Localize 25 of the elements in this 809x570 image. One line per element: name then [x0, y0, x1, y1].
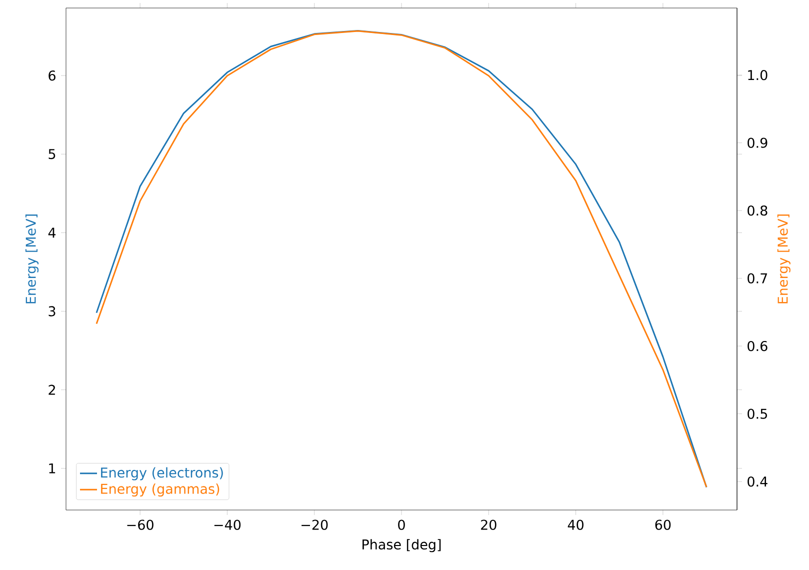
y-tick-label: 3: [48, 306, 56, 316]
y-tick-label: 4: [48, 228, 56, 238]
x-tick-label: −40: [214, 520, 241, 530]
y2-tick-label: 0.9: [748, 138, 768, 148]
legend-label: Energy (gammas): [101, 484, 220, 497]
legend-label: Energy (electrons): [101, 467, 223, 480]
y-tick-label: 1: [49, 463, 56, 474]
y2-tick-label: 0.5: [748, 408, 767, 419]
y-axis-title: Energy [MeV]: [25, 214, 39, 304]
y2-tick-label: 0.8: [748, 205, 768, 216]
y2-tick-label: 0.6: [748, 340, 768, 352]
x-tick-label: 20: [481, 520, 496, 530]
y2-tick-label: 1.0: [748, 70, 768, 80]
y2-tick-label: 0.4: [748, 476, 768, 487]
y-tick-label: 2: [48, 384, 55, 395]
y-tick-label: 5: [48, 149, 56, 160]
x-tick-label: 0: [398, 520, 405, 530]
y2-axis-title: Energy [MeV]: [777, 214, 790, 304]
x-axis-title: Phase [deg]: [362, 539, 441, 552]
y2-tick-label: 0.7: [748, 273, 768, 284]
x-tick-label: 60: [655, 520, 671, 530]
x-tick-label: −20: [302, 520, 328, 530]
x-tick-label: 40: [568, 520, 584, 530]
x-tick-label: −60: [127, 520, 154, 530]
y-tick-label: 6: [48, 70, 56, 81]
